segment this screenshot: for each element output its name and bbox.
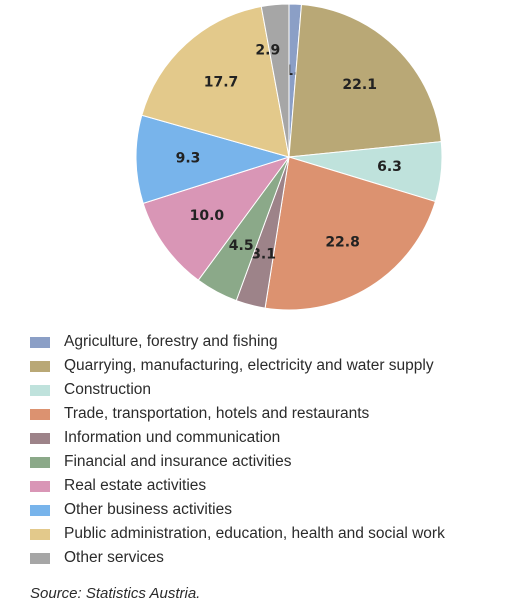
legend-item: Public administration, education, health… [30, 522, 445, 546]
pie-slice [260, 3, 290, 158]
legend-swatch [30, 528, 50, 540]
slice-value-label: 10.0 [190, 208, 225, 224]
slice-value-label: 3.1 [251, 247, 276, 263]
slice-value-label: 17.7 [204, 74, 239, 90]
legend-label: Agriculture, forestry and fishing [64, 333, 278, 350]
pie-slice [264, 156, 437, 311]
slice-value-label: 9.3 [176, 151, 201, 167]
legend-label: Real estate activities [64, 477, 207, 494]
slice-value-label: 4.5 [229, 238, 254, 254]
legend-label: Financial and insurance activities [64, 453, 292, 470]
legend-item: Other business activities [30, 498, 445, 522]
legend-item: Quarrying, manufacturing, electricity an… [30, 354, 445, 378]
legend-item: Agriculture, forestry and fishing [30, 330, 445, 354]
slice-value-label: 6.3 [377, 159, 402, 175]
legend-label: Other business activities [64, 501, 232, 518]
slice-value-label: 2.9 [255, 42, 280, 58]
pie-slice [135, 114, 291, 204]
legend-label: Information und communication [64, 429, 281, 446]
legend-label: Other services [64, 549, 164, 566]
legend-swatch [30, 480, 50, 492]
pie-slice [141, 5, 290, 158]
legend-swatch [30, 360, 50, 372]
pie-slice [142, 156, 291, 281]
legend-item: Trade, transportation, hotels and restau… [30, 402, 445, 426]
source-note: Source: Statistics Austria. [30, 585, 201, 602]
legend-swatch [30, 408, 50, 420]
slice-value-label: 22.1 [342, 77, 377, 93]
legend-item: Information und communication [30, 426, 445, 450]
legend-label: Quarrying, manufacturing, electricity an… [64, 357, 434, 374]
legend-item: Real estate activities [30, 474, 445, 498]
legend-label: Trade, transportation, hotels and restau… [64, 405, 370, 422]
legend-label: Construction [64, 381, 152, 398]
pie-chart: 1.322.16.322.83.14.510.09.317.72.9 [135, 3, 443, 311]
legend: Agriculture, forestry and fishing Quarryi… [30, 330, 445, 570]
slice-value-label: 22.8 [325, 235, 360, 251]
pie-slice [288, 3, 442, 158]
legend-item: Financial and insurance activities [30, 450, 445, 474]
legend-item: Construction [30, 378, 445, 402]
legend-swatch [30, 456, 50, 468]
legend-swatch [30, 504, 50, 516]
legend-label: Public administration, education, health… [64, 525, 445, 542]
legend-swatch [30, 336, 50, 348]
legend-swatch [30, 384, 50, 396]
legend-swatch [30, 552, 50, 564]
legend-item: Other services [30, 546, 445, 570]
legend-swatch [30, 432, 50, 444]
